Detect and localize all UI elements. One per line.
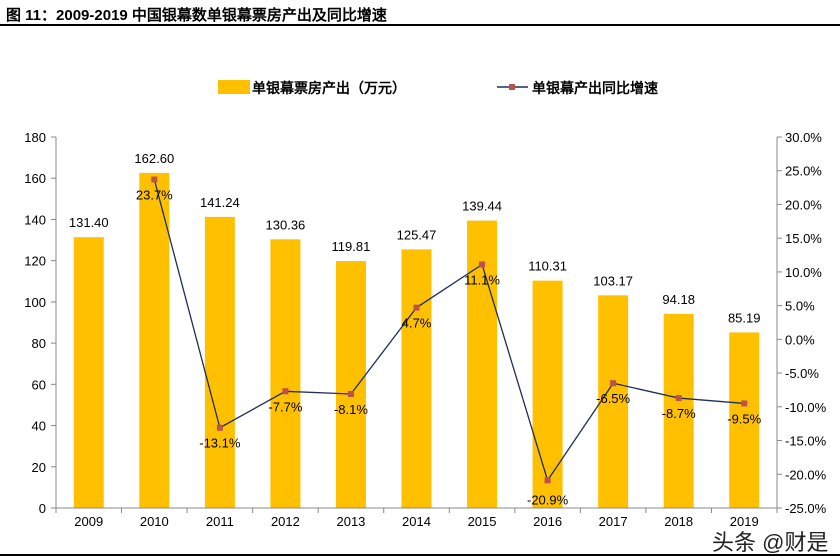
left-tick-label: 160 [24, 171, 46, 186]
bar-2014 [401, 249, 432, 508]
growth-marker-2016 [544, 477, 551, 484]
x-tick-label: 2012 [271, 514, 300, 529]
bar-label-2012: 130.36 [266, 217, 306, 232]
growth-marker-2017 [610, 380, 617, 387]
growth-label-2018: -8.7% [662, 406, 696, 421]
legend-bar-swatch [218, 80, 250, 94]
growth-marker-2011 [216, 424, 223, 431]
bar-label-2011: 141.24 [200, 195, 240, 210]
right-tick-label: 15.0% [785, 231, 822, 246]
right-tick-label: -10.0% [785, 400, 827, 415]
x-tick-label: 2014 [402, 514, 431, 529]
growth-label-2017: -6.5% [596, 391, 630, 406]
x-tick-label: 2018 [664, 514, 693, 529]
growth-label-2016: -20.9% [527, 492, 569, 507]
bar-2017 [598, 295, 629, 508]
growth-label-2019: -9.5% [727, 411, 761, 426]
left-tick-label: 80 [32, 336, 46, 351]
left-tick-label: 140 [24, 212, 46, 227]
growth-marker-2010 [151, 176, 158, 183]
bar-label-2014: 125.47 [397, 227, 437, 242]
growth-marker-2018 [675, 395, 682, 402]
right-tick-label: 20.0% [785, 197, 822, 212]
legend-line-marker [509, 84, 515, 90]
left-tick-label: 20 [32, 460, 46, 475]
right-tick-label: -5.0% [785, 366, 819, 381]
bar-2015 [467, 220, 498, 508]
x-tick-label: 2013 [336, 514, 365, 529]
x-tick-label: 2010 [140, 514, 169, 529]
growth-marker-2012 [282, 388, 289, 395]
growth-marker-2019 [741, 400, 748, 407]
left-tick-label: 100 [24, 295, 46, 310]
left-tick-label: 180 [24, 130, 46, 145]
growth-label-2015: 11.1% [464, 272, 500, 287]
right-tick-label: -25.0% [785, 501, 827, 516]
growth-label-2011: -13.1% [199, 436, 241, 451]
growth-marker-2013 [347, 391, 354, 398]
growth-marker-2015 [479, 261, 486, 268]
left-tick-label: 40 [32, 419, 46, 434]
bar-2018 [663, 313, 694, 508]
bar-label-2010: 162.60 [134, 151, 174, 166]
right-tick-label: 0.0% [785, 332, 815, 347]
right-tick-label: 10.0% [785, 265, 822, 280]
bottom-rule [0, 554, 840, 556]
x-tick-label: 2015 [468, 514, 497, 529]
bar-label-2019: 85.19 [728, 310, 761, 325]
right-tick-label: 25.0% [785, 164, 822, 179]
bar-2012 [270, 239, 301, 509]
x-tick-label: 2011 [206, 514, 234, 529]
right-tick-label: 5.0% [785, 299, 815, 314]
legend-line-label: 单银幕产出同比增速 [532, 80, 658, 96]
bar-2016 [532, 280, 563, 508]
left-tick-label: 0 [39, 501, 46, 516]
x-tick-label: 2019 [730, 514, 759, 529]
growth-label-2013: -8.1% [334, 402, 368, 417]
growth-marker-2014 [413, 304, 420, 311]
bar-label-2018: 94.18 [662, 292, 695, 307]
bar-label-2016: 110.31 [528, 259, 567, 274]
x-tick-label: 2017 [599, 514, 628, 529]
bar-2013 [335, 261, 366, 508]
watermark: 头条 @财是 [712, 530, 829, 555]
figure-title: 图 11：2009-2019 中国银幕数单银幕票房产出及同比增速 [6, 7, 387, 24]
left-tick-label: 60 [32, 377, 46, 392]
bar-label-2017: 103.17 [593, 273, 633, 288]
bar-2011 [204, 216, 235, 508]
bar-label-2015: 139.44 [462, 199, 502, 214]
right-tick-label: -20.0% [785, 467, 827, 482]
left-tick-label: 120 [24, 254, 46, 269]
x-tick-label: 2016 [533, 514, 562, 529]
growth-label-2010: 23.7% [136, 187, 173, 202]
right-tick-label: 30.0% [785, 130, 822, 145]
bar-label-2009: 131.40 [69, 215, 109, 230]
bar-label-2013: 119.81 [332, 239, 371, 254]
bar-2019 [729, 332, 760, 508]
growth-label-2012: -7.7% [268, 399, 302, 414]
bar-2009 [73, 237, 104, 509]
x-tick-label: 2009 [74, 514, 103, 529]
growth-label-2014: 4.7% [402, 316, 432, 331]
title-rule [0, 24, 840, 26]
growth-line [153, 179, 745, 482]
right-tick-label: -15.0% [785, 434, 827, 449]
bar-2010 [139, 172, 170, 508]
legend-bar-label: 单银幕票房产出（万元） [252, 80, 406, 96]
